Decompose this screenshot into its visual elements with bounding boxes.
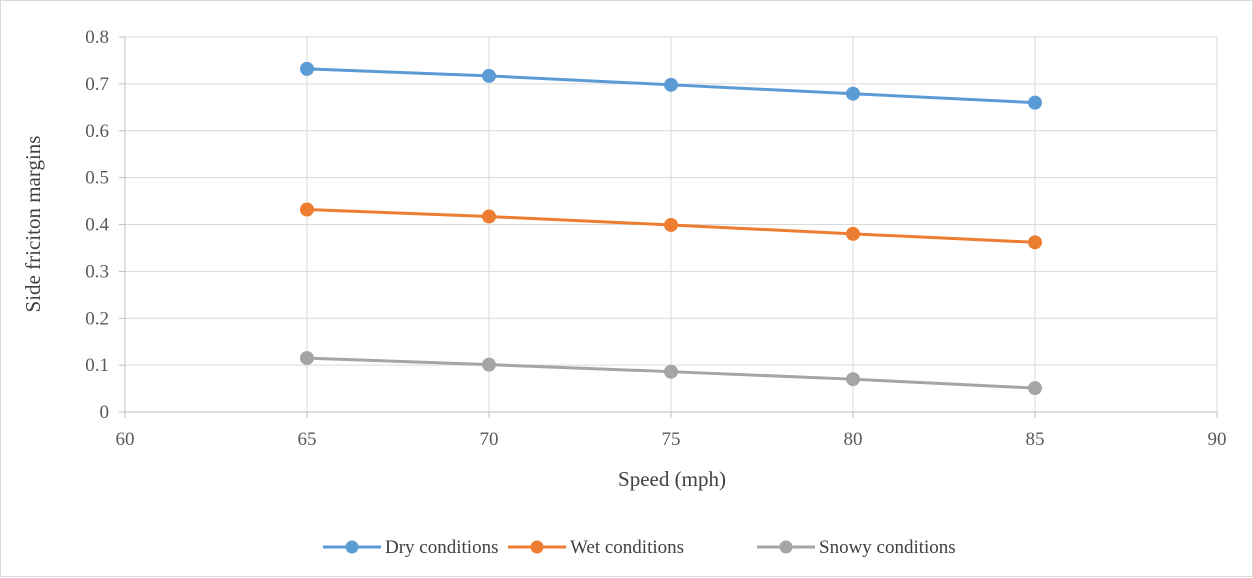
data-point-dry-conditions <box>1028 95 1042 110</box>
data-point-wet-conditions <box>664 217 678 232</box>
legend-marker-snowy-conditions <box>779 540 793 554</box>
legend-marker-wet-conditions <box>530 540 544 554</box>
data-point-wet-conditions <box>482 209 496 224</box>
x-tick-label: 70 <box>480 429 499 450</box>
legend: Dry conditions Wet conditions Snowy condit… <box>323 537 956 558</box>
y-tick-label: 0.8 <box>85 27 109 48</box>
x-tick-label: 65 <box>298 429 317 450</box>
y-axis-title: Side friciton margins <box>21 136 45 313</box>
y-tick-label: 0.5 <box>85 168 109 189</box>
data-point-snowy-conditions <box>664 364 678 379</box>
data-point-snowy-conditions <box>482 357 496 372</box>
data-point-snowy-conditions <box>846 372 860 387</box>
data-point-wet-conditions <box>1028 235 1042 250</box>
y-tick-label: 0 <box>100 402 110 423</box>
legend-label-dry-conditions: Dry conditions <box>385 537 498 558</box>
y-tick-label: 0.3 <box>85 261 109 282</box>
y-tick-label: 0.1 <box>85 355 109 376</box>
data-point-wet-conditions <box>300 202 314 217</box>
y-tick-label: 0.4 <box>85 215 109 236</box>
y-tick-label: 0.2 <box>85 308 109 329</box>
data-point-wet-conditions <box>846 226 860 241</box>
data-point-dry-conditions <box>300 61 314 76</box>
legend-label-snowy-conditions: Snowy conditions <box>819 537 956 558</box>
y-tick-label: 0.7 <box>85 74 109 95</box>
y-tick-label: 0.6 <box>85 121 109 142</box>
data-point-snowy-conditions <box>300 351 314 366</box>
data-point-snowy-conditions <box>1028 381 1042 396</box>
x-axis-title: Speed (mph) <box>618 467 726 491</box>
legend-label-wet-conditions: Wet conditions <box>570 537 684 558</box>
axes <box>119 36 1218 418</box>
x-tick-label: 60 <box>116 429 135 450</box>
x-tick-label: 90 <box>1208 429 1227 450</box>
x-tick-label: 80 <box>844 429 863 450</box>
data-point-dry-conditions <box>482 68 496 83</box>
x-tick-label: 85 <box>1026 429 1045 450</box>
data-point-dry-conditions <box>664 77 678 92</box>
x-tick-label: 75 <box>662 429 681 450</box>
legend-marker-dry-conditions <box>345 540 359 554</box>
data-point-dry-conditions <box>846 86 860 101</box>
series-group <box>300 61 1042 396</box>
tick-labels: 0 0.1 0.2 0.3 0.4 0.5 0.6 0.7 0.8 60 65 70 75 80 85 90 <box>85 27 1226 450</box>
